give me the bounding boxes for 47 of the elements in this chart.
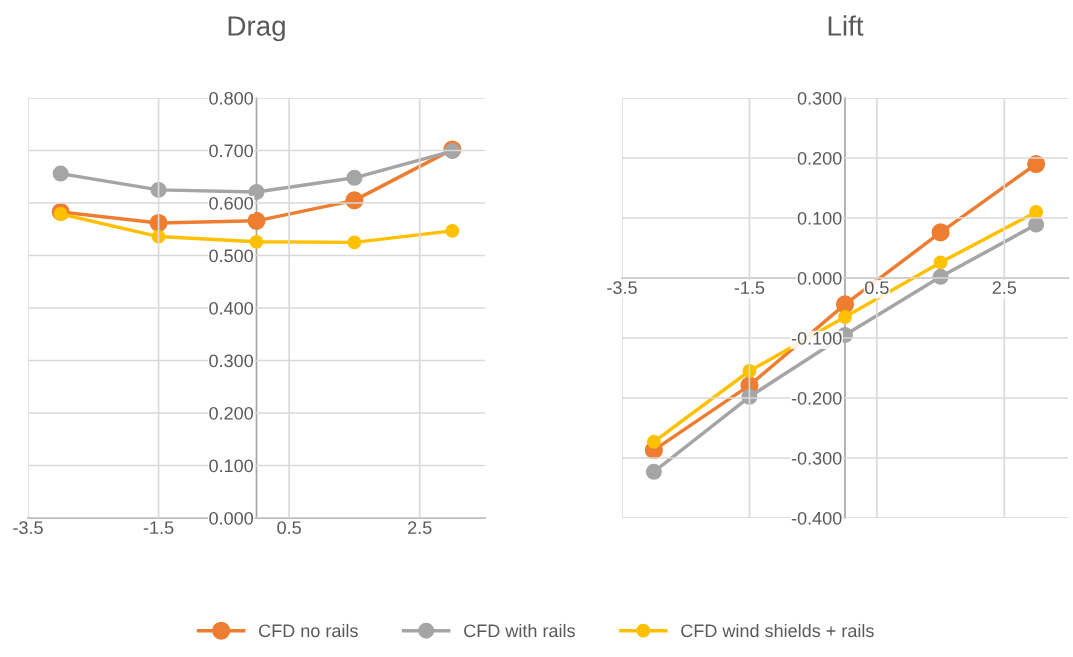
x-tick-label: 0.5 <box>865 281 889 295</box>
y-tick-label: 0.300 <box>797 91 842 105</box>
point <box>52 165 69 182</box>
y-tick-label: 0.100 <box>209 459 254 473</box>
chart-title: Drag <box>228 16 285 42</box>
y-tick-label: -0.400 <box>791 511 842 525</box>
point <box>445 223 460 238</box>
point <box>646 434 661 449</box>
legend-label: CFD with rails <box>464 623 575 638</box>
y-tick-label: 0.200 <box>209 406 254 420</box>
point <box>933 255 948 270</box>
y-tick-label: 0.400 <box>209 301 254 315</box>
point <box>249 234 264 249</box>
y-tick-label: 0.600 <box>209 196 254 210</box>
point <box>346 169 363 186</box>
y-tick-label: -0.300 <box>791 451 842 465</box>
y-tick-label: 0.000 <box>209 511 254 525</box>
point <box>645 463 662 480</box>
x-tick-label: -1.5 <box>143 521 174 535</box>
point <box>1027 154 1046 174</box>
point <box>931 223 950 242</box>
legend-label: CFD wind shields + rails <box>681 623 874 638</box>
point <box>347 235 362 250</box>
point <box>1028 216 1045 233</box>
y-tick-label: -0.100 <box>791 331 842 345</box>
y-tick-label: 0.800 <box>209 91 254 105</box>
x-tick-label: -3.5 <box>607 281 637 295</box>
y-tick-label: -0.200 <box>791 391 842 405</box>
y-tick-label: 0.200 <box>797 151 842 165</box>
chart-title: Lift <box>828 15 864 36</box>
y-tick-label: 0.300 <box>209 354 254 368</box>
y-tick-label: 0.500 <box>209 249 254 263</box>
x-tick-label: -3.5 <box>13 521 43 535</box>
x-tick-label: -1.5 <box>734 281 765 295</box>
point <box>53 207 68 221</box>
x-tick-label: 2.5 <box>992 281 1017 295</box>
point <box>835 295 855 314</box>
point <box>150 181 167 198</box>
y-tick-label: 0.100 <box>797 211 842 225</box>
x-tick-label: 2.5 <box>408 521 432 535</box>
point <box>1029 205 1044 219</box>
y-tick-label: 0.700 <box>209 144 254 158</box>
legend-label: CFD no rails <box>259 623 358 638</box>
y-tick-label: 0.000 <box>797 271 842 285</box>
point <box>247 211 266 230</box>
x-tick-label: 0.5 <box>277 521 301 535</box>
point <box>838 310 852 324</box>
